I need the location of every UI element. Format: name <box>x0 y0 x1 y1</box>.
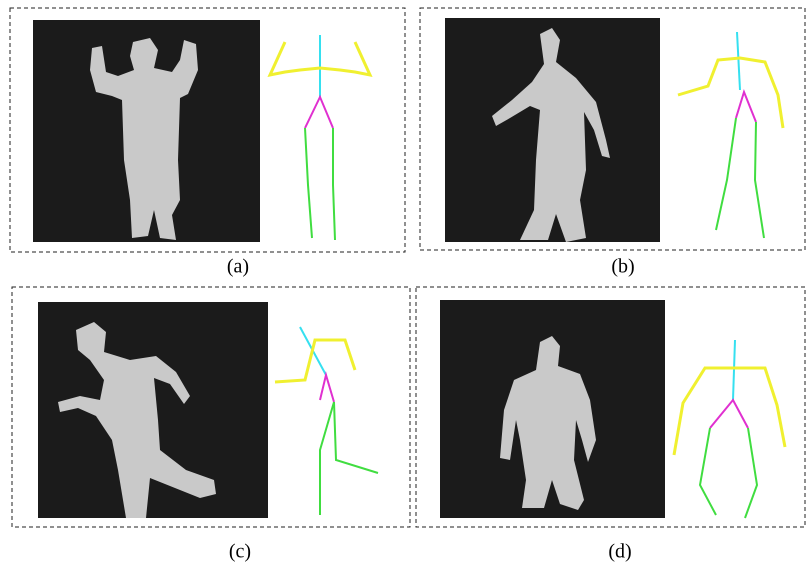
panel: (d) <box>416 287 805 563</box>
skeleton <box>275 327 378 515</box>
panel-label: (c) <box>229 541 251 563</box>
panel: (a) <box>10 8 405 278</box>
panel: (c) <box>12 287 410 563</box>
figure: (a) (b) (c) <box>0 0 806 576</box>
skeleton <box>674 340 785 518</box>
skeleton <box>270 35 370 240</box>
panel-label: (a) <box>227 256 249 278</box>
skeleton <box>678 32 783 238</box>
panel-label: (b) <box>611 256 634 278</box>
panel-label: (d) <box>608 541 631 563</box>
panel: (b) <box>420 8 805 278</box>
